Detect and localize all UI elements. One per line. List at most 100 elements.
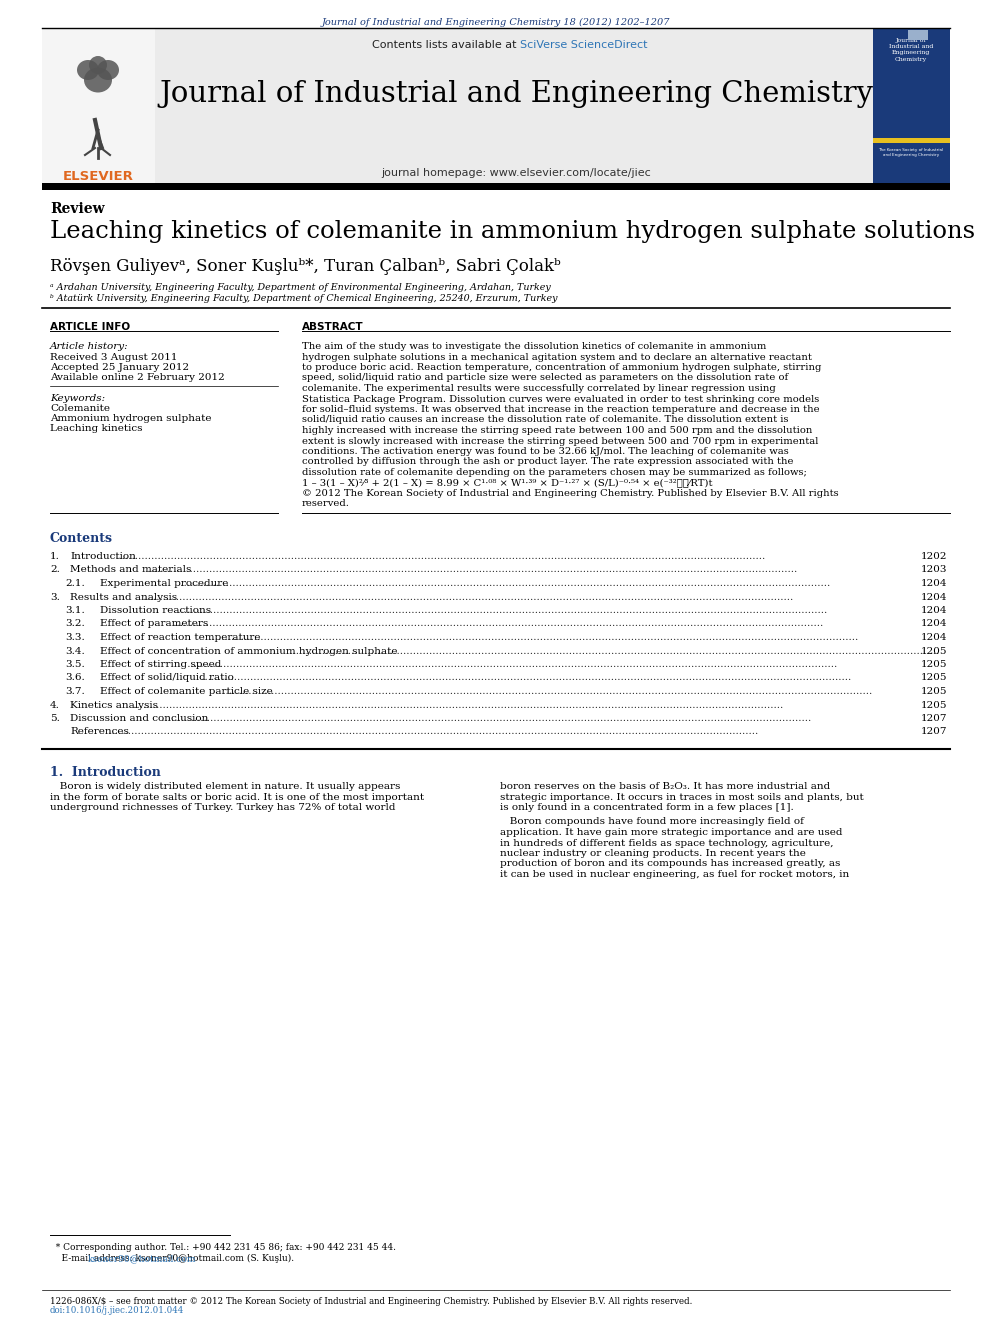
- Text: controlled by diffusion through the ash or product layer. The rate expression as: controlled by diffusion through the ash …: [302, 458, 794, 467]
- Text: hydrogen sulphate solutions in a mechanical agitation system and to declare an a: hydrogen sulphate solutions in a mechani…: [302, 352, 811, 361]
- Text: is only found in a concentrated form in a few places [1].: is only found in a concentrated form in …: [500, 803, 794, 812]
- Text: ABSTRACT: ABSTRACT: [302, 321, 364, 332]
- Text: * Corresponding author. Tel.: +90 442 231 45 86; fax: +90 442 231 45 44.: * Corresponding author. Tel.: +90 442 23…: [50, 1244, 396, 1252]
- Text: nuclear industry or cleaning products. In recent years the: nuclear industry or cleaning products. I…: [500, 849, 806, 859]
- Text: Leaching kinetics: Leaching kinetics: [50, 423, 143, 433]
- FancyBboxPatch shape: [873, 138, 950, 143]
- Text: Experimental procedure: Experimental procedure: [100, 579, 228, 587]
- Text: Contents: Contents: [50, 532, 113, 545]
- Text: Contents lists available at: Contents lists available at: [372, 40, 520, 50]
- Text: 5.: 5.: [50, 714, 60, 722]
- Ellipse shape: [97, 60, 119, 79]
- Text: boron reserves on the basis of B₂O₃. It has more industrial and: boron reserves on the basis of B₂O₃. It …: [500, 782, 830, 791]
- Text: 1204: 1204: [921, 632, 947, 642]
- Text: 3.4.: 3.4.: [65, 647, 84, 655]
- Text: 1204: 1204: [921, 579, 947, 587]
- FancyBboxPatch shape: [873, 28, 950, 183]
- Text: it can be used in nuclear engineering, as fuel for rocket motors, in: it can be used in nuclear engineering, a…: [500, 871, 849, 878]
- Text: conditions. The activation energy was found to be 32.66 kJ/mol. The leaching of : conditions. The activation energy was fo…: [302, 447, 789, 456]
- Text: application. It have gain more strategic importance and are used: application. It have gain more strategic…: [500, 828, 842, 837]
- Text: journal homepage: www.elsevier.com/locate/jiec: journal homepage: www.elsevier.com/locat…: [381, 168, 651, 179]
- Text: Available online 2 February 2012: Available online 2 February 2012: [50, 373, 225, 382]
- Text: Statistica Package Program. Dissolution curves were evaluated in order to test s: Statistica Package Program. Dissolution …: [302, 394, 819, 404]
- Text: Results and analysis: Results and analysis: [70, 593, 178, 602]
- Text: 3.3.: 3.3.: [65, 632, 84, 642]
- Text: Journal of
Industrial and
Engineering
Chemistry: Journal of Industrial and Engineering Ch…: [889, 38, 933, 62]
- Ellipse shape: [77, 60, 99, 79]
- Text: ................................................................................: ........................................…: [105, 728, 758, 737]
- Text: doi:10.1016/j.jiec.2012.01.044: doi:10.1016/j.jiec.2012.01.044: [50, 1306, 185, 1315]
- Text: to produce boric acid. Reaction temperature, concentration of ammonium hydrogen : to produce boric acid. Reaction temperat…: [302, 363, 821, 372]
- Text: ................................................................................: ........................................…: [112, 552, 765, 561]
- Text: extent is slowly increased with increase the stirring speed between 500 and 700 : extent is slowly increased with increase…: [302, 437, 818, 446]
- Text: Leaching kinetics of colemanite in ammonium hydrogen sulphate solutions: Leaching kinetics of colemanite in ammon…: [50, 220, 975, 243]
- Text: 3.: 3.: [50, 593, 60, 602]
- Text: Effect of parameters: Effect of parameters: [100, 619, 208, 628]
- Text: The Korean Society of Industrial
and Engineering Chemistry: The Korean Society of Industrial and Eng…: [879, 148, 943, 156]
- Text: Boron is widely distributed element in nature. It usually appears: Boron is widely distributed element in n…: [50, 782, 401, 791]
- Text: E-mail address: ksoner90@hotmail.com (S. Kuşlu).: E-mail address: ksoner90@hotmail.com (S.…: [50, 1254, 294, 1263]
- Text: Boron compounds have found more increasingly field of: Boron compounds have found more increasi…: [500, 818, 804, 827]
- Text: 1205: 1205: [921, 660, 947, 669]
- Text: 1205: 1205: [921, 673, 947, 683]
- Text: Keywords:: Keywords:: [50, 394, 105, 404]
- Text: ARTICLE INFO: ARTICLE INFO: [50, 321, 130, 332]
- Text: 3.7.: 3.7.: [65, 687, 84, 696]
- Text: 2.: 2.: [50, 565, 60, 574]
- Text: ᵃ Ardahan University, Engineering Faculty, Department of Environmental Engineeri: ᵃ Ardahan University, Engineering Facult…: [50, 283, 551, 292]
- Text: 1205: 1205: [921, 687, 947, 696]
- Text: ................................................................................: ........................................…: [219, 687, 872, 696]
- Text: 1207: 1207: [921, 728, 947, 737]
- Text: 1.: 1.: [50, 552, 60, 561]
- FancyBboxPatch shape: [908, 30, 928, 40]
- Text: colemanite. The experimental results were successfully correlated by linear regr: colemanite. The experimental results wer…: [302, 384, 776, 393]
- Text: Article history:: Article history:: [50, 343, 129, 351]
- Text: dissolution rate of colemanite depending on the parameters chosen may be summari: dissolution rate of colemanite depending…: [302, 468, 806, 478]
- Text: Journal of Industrial and Engineering Chemistry: Journal of Industrial and Engineering Ch…: [159, 79, 873, 108]
- Text: Effect of reaction temperature: Effect of reaction temperature: [100, 632, 261, 642]
- Text: ................................................................................: ........................................…: [130, 700, 783, 709]
- Text: Effect of stirring speed: Effect of stirring speed: [100, 660, 221, 669]
- Text: Dissolution reactions: Dissolution reactions: [100, 606, 211, 615]
- Text: Ammonium hydrogen sulphate: Ammonium hydrogen sulphate: [50, 414, 211, 423]
- Text: 3.1.: 3.1.: [65, 606, 84, 615]
- Text: ................................................................................: ........................................…: [184, 660, 837, 669]
- Text: Journal of Industrial and Engineering Chemistry 18 (2012) 1202–1207: Journal of Industrial and Engineering Ch…: [321, 19, 671, 28]
- Text: Rövşen Guliyevᵃ, Soner Kuşluᵇ*, Turan Çalbanᵇ, Sabri Çolakᵇ: Rövşen Guliyevᵃ, Soner Kuşluᵇ*, Turan Ça…: [50, 258, 560, 275]
- Text: highly increased with increase the stirring speed rate between 100 and 500 rpm a: highly increased with increase the stirr…: [302, 426, 812, 435]
- Text: underground richnesses of Turkey. Turkey has 72% of total world: underground richnesses of Turkey. Turkey…: [50, 803, 396, 812]
- Text: 1207: 1207: [921, 714, 947, 722]
- FancyBboxPatch shape: [42, 28, 155, 183]
- Text: Methods and materials: Methods and materials: [70, 565, 191, 574]
- Text: 1.  Introduction: 1. Introduction: [50, 766, 161, 779]
- Text: speed, solid/liquid ratio and particle size were selected as parameters on the d: speed, solid/liquid ratio and particle s…: [302, 373, 789, 382]
- Text: ................................................................................: ........................................…: [158, 714, 810, 722]
- Text: Kinetics analysis: Kinetics analysis: [70, 700, 158, 709]
- Text: 3.5.: 3.5.: [65, 660, 84, 669]
- Text: Colemanite: Colemanite: [50, 404, 110, 413]
- Text: 3.2.: 3.2.: [65, 619, 84, 628]
- Text: 1205: 1205: [921, 700, 947, 709]
- Text: The aim of the study was to investigate the dissolution kinetics of colemanite i: The aim of the study was to investigate …: [302, 343, 767, 351]
- Text: Discussion and conclusion: Discussion and conclusion: [70, 714, 208, 722]
- Text: 3.6.: 3.6.: [65, 673, 84, 683]
- Text: reserved.: reserved.: [302, 500, 350, 508]
- Text: solid/liquid ratio causes an increase the dissolution rate of colemanite. The di: solid/liquid ratio causes an increase th…: [302, 415, 789, 425]
- Text: Review: Review: [50, 202, 104, 216]
- Text: ................................................................................: ........................................…: [286, 647, 938, 655]
- Text: ................................................................................: ........................................…: [205, 632, 858, 642]
- Text: 1226-086X/$ – see front matter © 2012 The Korean Society of Industrial and Engin: 1226-086X/$ – see front matter © 2012 Th…: [50, 1297, 692, 1306]
- Text: 1205: 1205: [921, 647, 947, 655]
- Text: in hundreds of different fields as space technology, agriculture,: in hundreds of different fields as space…: [500, 839, 833, 848]
- Text: ................................................................................: ........................................…: [177, 579, 830, 587]
- Text: Effect of concentration of ammonium hydrogen sulphate: Effect of concentration of ammonium hydr…: [100, 647, 398, 655]
- Text: 1204: 1204: [921, 606, 947, 615]
- Text: ksoner90@hotmail.com: ksoner90@hotmail.com: [88, 1254, 196, 1263]
- Text: Received 3 August 2011: Received 3 August 2011: [50, 353, 178, 363]
- Text: ................................................................................: ........................................…: [198, 673, 851, 683]
- Text: for solid–fluid systems. It was observed that increase in the reaction temperatu: for solid–fluid systems. It was observed…: [302, 405, 819, 414]
- Text: 1204: 1204: [921, 593, 947, 602]
- Text: Introduction: Introduction: [70, 552, 136, 561]
- Text: ................................................................................: ........................................…: [144, 565, 797, 574]
- Text: 1204: 1204: [921, 619, 947, 628]
